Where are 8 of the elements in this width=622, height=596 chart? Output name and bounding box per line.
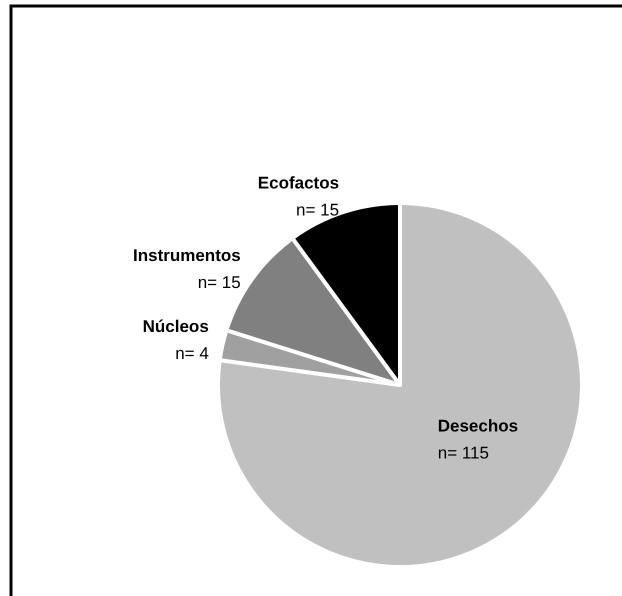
data-label: n= 15 bbox=[198, 272, 241, 292]
data-label: n= 115 bbox=[438, 443, 489, 462]
data-label: n= 4 bbox=[175, 344, 209, 363]
slice-label: Instrumentos bbox=[133, 246, 241, 265]
data-label: n= 15 bbox=[296, 200, 340, 220]
slice-label: Ecofactos bbox=[258, 174, 340, 193]
slice-label: Núcleos bbox=[142, 316, 209, 336]
slice-label: Desechos bbox=[438, 416, 518, 436]
